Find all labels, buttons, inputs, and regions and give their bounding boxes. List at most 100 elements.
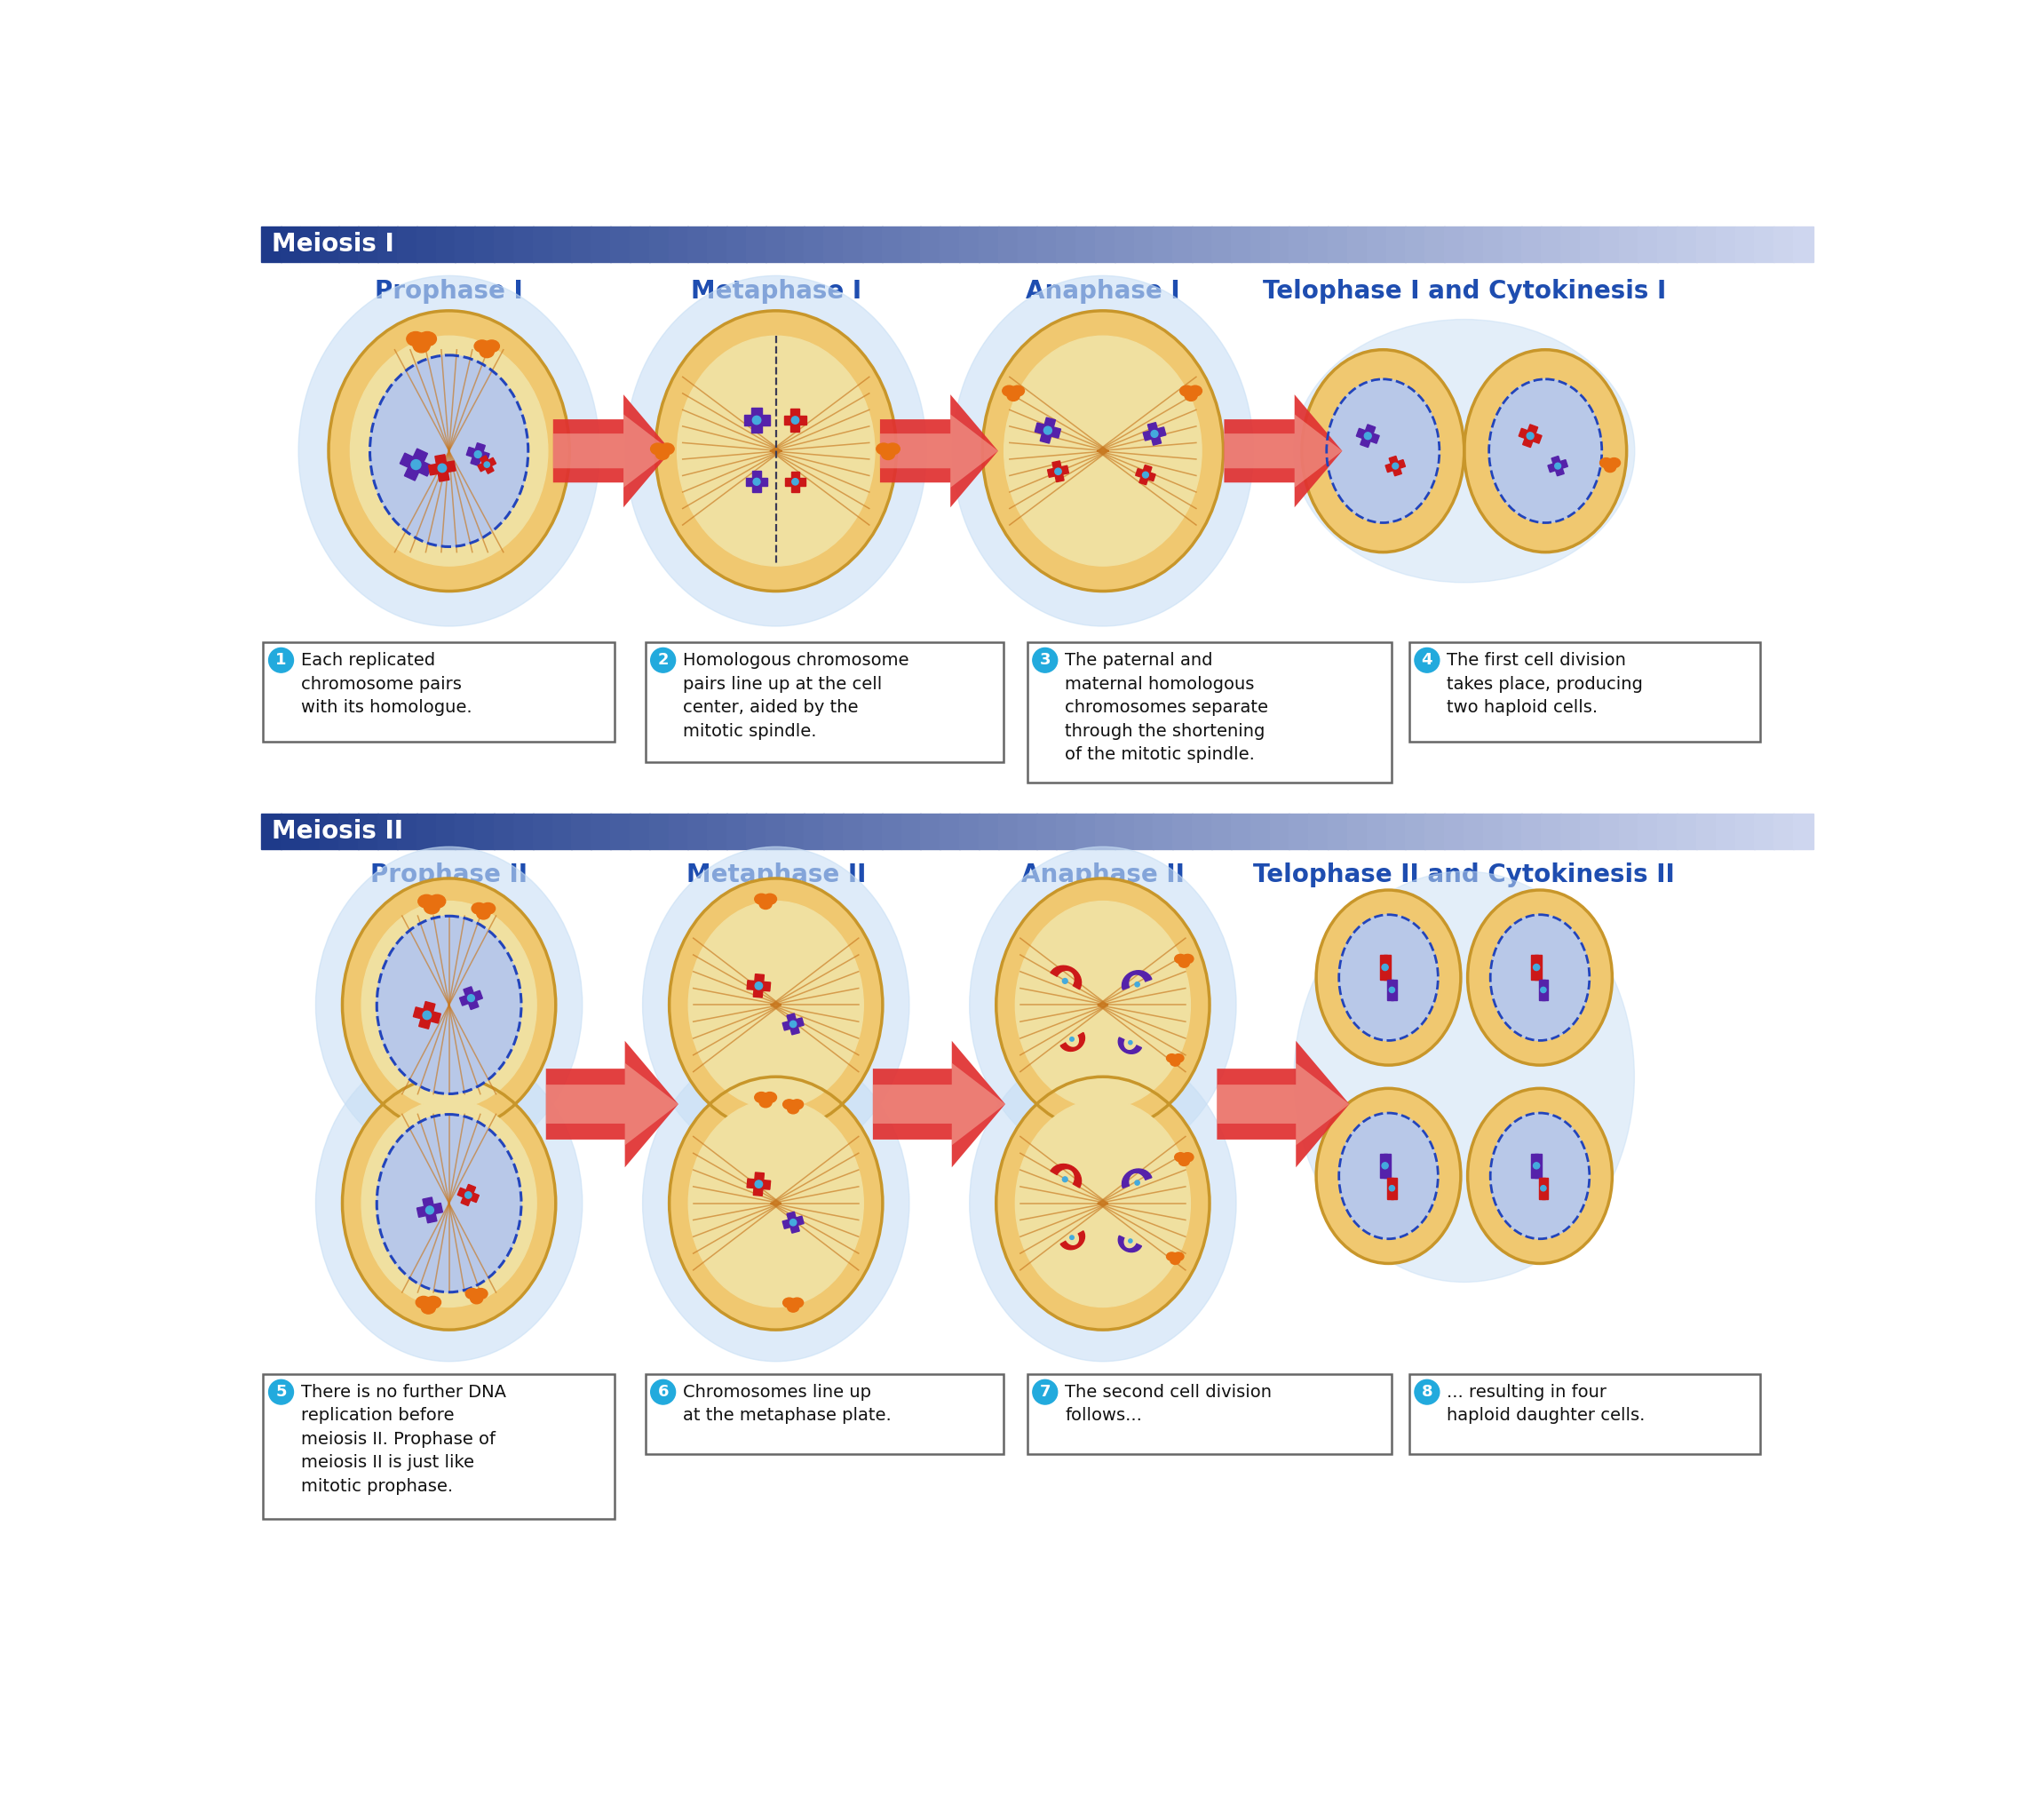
Ellipse shape <box>759 1097 773 1107</box>
Bar <box>532 814 552 848</box>
Circle shape <box>1542 1185 1546 1190</box>
Ellipse shape <box>350 337 548 566</box>
Bar <box>649 814 670 848</box>
Bar <box>1406 814 1426 848</box>
Bar <box>1444 228 1465 262</box>
Ellipse shape <box>882 448 894 460</box>
Bar <box>435 228 455 262</box>
Bar <box>688 228 708 262</box>
Bar <box>1386 814 1406 848</box>
Ellipse shape <box>995 879 1210 1132</box>
Bar <box>1716 814 1736 848</box>
Circle shape <box>791 479 799 484</box>
Bar <box>494 814 514 848</box>
Ellipse shape <box>1467 890 1612 1065</box>
Ellipse shape <box>643 1045 908 1361</box>
Polygon shape <box>1390 979 1396 1001</box>
Ellipse shape <box>328 311 568 592</box>
Ellipse shape <box>479 346 494 359</box>
Ellipse shape <box>370 355 528 546</box>
Ellipse shape <box>1167 1252 1177 1261</box>
Circle shape <box>423 1010 431 1019</box>
Polygon shape <box>477 457 496 471</box>
Text: The paternal and
maternal homologous
chromosomes separate
through the shortening: The paternal and maternal homologous chr… <box>1064 652 1268 763</box>
Polygon shape <box>880 395 997 508</box>
Ellipse shape <box>1327 379 1440 522</box>
Circle shape <box>411 460 421 470</box>
Ellipse shape <box>1491 1114 1590 1239</box>
Ellipse shape <box>983 311 1224 592</box>
Circle shape <box>1129 1239 1133 1243</box>
Polygon shape <box>1218 1041 1349 1167</box>
Polygon shape <box>1052 460 1064 482</box>
Ellipse shape <box>425 1296 441 1309</box>
Bar <box>514 228 534 262</box>
Bar <box>455 814 475 848</box>
Bar <box>281 814 301 848</box>
Ellipse shape <box>1293 318 1635 582</box>
Bar <box>844 228 864 262</box>
Polygon shape <box>435 455 449 482</box>
Bar <box>882 814 902 848</box>
Circle shape <box>1135 1181 1139 1185</box>
Ellipse shape <box>886 444 900 455</box>
Polygon shape <box>459 990 483 1006</box>
Bar <box>532 228 552 262</box>
Bar <box>1677 814 1697 848</box>
Circle shape <box>1070 1037 1074 1041</box>
Ellipse shape <box>759 899 773 910</box>
Ellipse shape <box>783 1099 795 1108</box>
Ellipse shape <box>787 1303 799 1312</box>
Polygon shape <box>787 1014 799 1036</box>
Polygon shape <box>429 460 455 475</box>
Polygon shape <box>552 415 672 488</box>
Bar <box>1560 814 1580 848</box>
Bar <box>1580 228 1600 262</box>
Bar <box>1038 814 1056 848</box>
Polygon shape <box>746 477 767 486</box>
Polygon shape <box>467 448 490 462</box>
Bar <box>1327 228 1347 262</box>
Ellipse shape <box>1491 915 1590 1041</box>
Bar <box>629 814 649 848</box>
Text: 3: 3 <box>1040 652 1050 668</box>
Bar <box>1677 228 1697 262</box>
Ellipse shape <box>1179 386 1194 397</box>
Text: Anaphase I: Anaphase I <box>1026 278 1179 304</box>
Bar <box>299 228 320 262</box>
Bar <box>1366 228 1386 262</box>
Circle shape <box>753 479 761 486</box>
Polygon shape <box>461 1185 475 1205</box>
Polygon shape <box>1123 970 1151 990</box>
Circle shape <box>791 417 799 424</box>
Ellipse shape <box>1489 379 1602 522</box>
Ellipse shape <box>1608 459 1620 468</box>
Bar <box>1503 814 1521 848</box>
Circle shape <box>1062 979 1068 983</box>
Bar <box>765 814 785 848</box>
Polygon shape <box>1359 424 1376 448</box>
Bar <box>261 228 281 262</box>
Ellipse shape <box>1339 915 1438 1041</box>
Bar <box>785 228 805 262</box>
Bar <box>1463 814 1483 848</box>
Ellipse shape <box>651 444 666 455</box>
Ellipse shape <box>376 1114 522 1292</box>
Bar <box>979 814 999 848</box>
Bar <box>1309 814 1329 848</box>
Text: The first cell division
takes place, producing
two haploid cells.: The first cell division takes place, pro… <box>1446 652 1643 715</box>
Polygon shape <box>1036 422 1060 439</box>
Polygon shape <box>552 395 672 508</box>
Circle shape <box>1414 648 1440 673</box>
Ellipse shape <box>429 895 445 908</box>
Bar <box>1736 228 1756 262</box>
Polygon shape <box>1139 464 1151 484</box>
Bar <box>514 814 534 848</box>
Ellipse shape <box>1188 386 1202 397</box>
Polygon shape <box>1380 956 1388 979</box>
Text: 7: 7 <box>1040 1383 1050 1400</box>
Ellipse shape <box>953 275 1254 626</box>
Bar <box>1598 228 1618 262</box>
Polygon shape <box>791 410 799 431</box>
Polygon shape <box>785 479 805 486</box>
